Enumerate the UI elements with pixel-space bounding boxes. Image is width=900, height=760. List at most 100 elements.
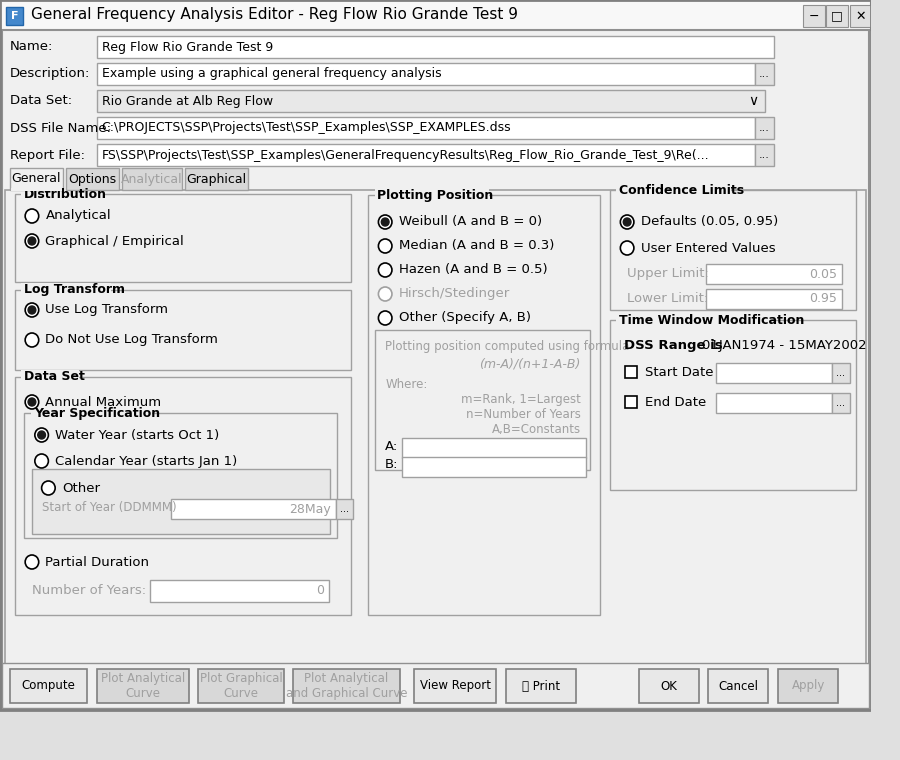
Bar: [184, 168, 248, 190]
Bar: [375, 330, 590, 470]
Bar: [414, 669, 497, 703]
Text: Lower Limit:: Lower Limit:: [627, 292, 708, 305]
Bar: [778, 669, 838, 703]
Bar: [97, 669, 189, 703]
Text: Defaults (0.05, 0.95): Defaults (0.05, 0.95): [641, 216, 778, 229]
Text: View Report: View Report: [419, 679, 491, 692]
Bar: [401, 457, 586, 477]
Text: F: F: [11, 11, 18, 21]
Text: m=Rank, 1=Largest
n=Number of Years
A,B=Constants: m=Rank, 1=Largest n=Number of Years A,B=…: [461, 394, 580, 436]
Text: End Date: End Date: [644, 395, 706, 409]
Text: Plotting position computed using formula: Plotting position computed using formula: [385, 340, 630, 353]
Circle shape: [382, 218, 389, 226]
Circle shape: [25, 209, 39, 223]
Text: 🖨 Print: 🖨 Print: [522, 679, 560, 692]
Bar: [374, 188, 490, 202]
Bar: [171, 499, 336, 519]
Text: Name:: Name:: [10, 40, 53, 53]
Text: Start of Year (DDMMM): Start of Year (DDMMM): [41, 502, 176, 515]
Text: Calendar Year (starts Jan 1): Calendar Year (starts Jan 1): [55, 454, 238, 467]
Text: B:: B:: [385, 458, 399, 471]
Bar: [0, 0, 871, 30]
Bar: [97, 63, 755, 85]
Circle shape: [35, 454, 49, 468]
Bar: [616, 313, 775, 327]
Circle shape: [25, 395, 39, 409]
Text: Description:: Description:: [10, 68, 90, 81]
Circle shape: [28, 398, 36, 406]
Text: Time Window Modification: Time Window Modification: [619, 313, 805, 327]
Bar: [14, 290, 351, 370]
Circle shape: [28, 306, 36, 314]
Circle shape: [623, 218, 631, 226]
Bar: [10, 669, 87, 703]
Text: Where:: Where:: [385, 378, 428, 391]
Text: General Frequency Analysis Editor - Reg Flow Rio Grande Test 9: General Frequency Analysis Editor - Reg …: [31, 8, 518, 23]
Text: Year Specification: Year Specification: [34, 407, 160, 420]
Bar: [31, 406, 152, 420]
Bar: [97, 36, 774, 58]
Text: Do Not Use Log Transform: Do Not Use Log Transform: [46, 334, 219, 347]
Bar: [336, 499, 353, 519]
Text: Confidence Limits: Confidence Limits: [619, 183, 744, 197]
Circle shape: [25, 234, 39, 248]
Bar: [639, 669, 698, 703]
Text: Water Year (starts Oct 1): Water Year (starts Oct 1): [55, 429, 220, 442]
Text: FS\SSP\Projects\Test\SSP_Examples\GeneralFrequencyResults\Reg_Flow_Rio_Grande_Te: FS\SSP\Projects\Test\SSP_Examples\Genera…: [102, 148, 709, 162]
Circle shape: [41, 481, 55, 495]
Text: General: General: [12, 173, 61, 185]
Text: Plotting Position: Plotting Position: [377, 188, 494, 201]
Text: 0.95: 0.95: [809, 293, 837, 306]
Text: ...: ...: [759, 150, 770, 160]
Text: 0.05: 0.05: [809, 268, 837, 280]
Circle shape: [25, 333, 39, 347]
Text: Partial Duration: Partial Duration: [46, 556, 149, 568]
Bar: [706, 289, 842, 309]
Circle shape: [378, 215, 392, 229]
Text: Weibull (A and B = 0): Weibull (A and B = 0): [399, 216, 542, 229]
Text: Other: Other: [62, 482, 100, 495]
Text: Analytical: Analytical: [122, 173, 183, 185]
Text: Number of Years:: Number of Years:: [32, 584, 146, 597]
Bar: [66, 168, 119, 190]
Bar: [626, 366, 637, 378]
Text: Analytical: Analytical: [46, 210, 111, 223]
Text: Plot Graphical
Curve: Plot Graphical Curve: [200, 672, 283, 700]
Bar: [14, 377, 351, 615]
Bar: [97, 90, 764, 112]
Bar: [293, 669, 400, 703]
Text: 0: 0: [316, 584, 324, 597]
Bar: [22, 283, 111, 297]
Text: ...: ...: [759, 69, 770, 79]
Bar: [609, 190, 857, 310]
Circle shape: [25, 303, 39, 317]
Bar: [4, 190, 866, 700]
Bar: [626, 396, 637, 408]
Text: Other (Specify A, B): Other (Specify A, B): [399, 312, 531, 325]
Bar: [22, 370, 79, 384]
Bar: [755, 117, 774, 139]
Text: Hirsch/Stedinger: Hirsch/Stedinger: [399, 287, 510, 300]
Bar: [706, 264, 842, 284]
Text: Apply: Apply: [791, 679, 824, 692]
Bar: [826, 5, 848, 27]
Bar: [832, 363, 850, 383]
Text: Use Log Transform: Use Log Transform: [46, 303, 168, 316]
Bar: [122, 168, 182, 190]
Text: Plot Analytical
Curve: Plot Analytical Curve: [101, 672, 184, 700]
Text: Hazen (A and B = 0.5): Hazen (A and B = 0.5): [399, 264, 547, 277]
Bar: [755, 144, 774, 166]
Bar: [401, 438, 586, 458]
Text: Upper Limit:: Upper Limit:: [627, 267, 709, 280]
Bar: [97, 117, 755, 139]
Text: Data Set: Data Set: [24, 371, 86, 384]
Text: DSS Range is: DSS Range is: [625, 338, 723, 351]
Text: Options: Options: [68, 173, 116, 185]
Bar: [150, 580, 329, 602]
Text: Rio Grande at Alb Reg Flow: Rio Grande at Alb Reg Flow: [102, 94, 273, 107]
Bar: [716, 393, 833, 413]
Text: Plot Analytical
and Graphical Curve: Plot Analytical and Graphical Curve: [285, 672, 407, 700]
Text: ∨: ∨: [748, 94, 758, 108]
Bar: [716, 363, 833, 383]
Text: User Entered Values: User Entered Values: [641, 242, 775, 255]
